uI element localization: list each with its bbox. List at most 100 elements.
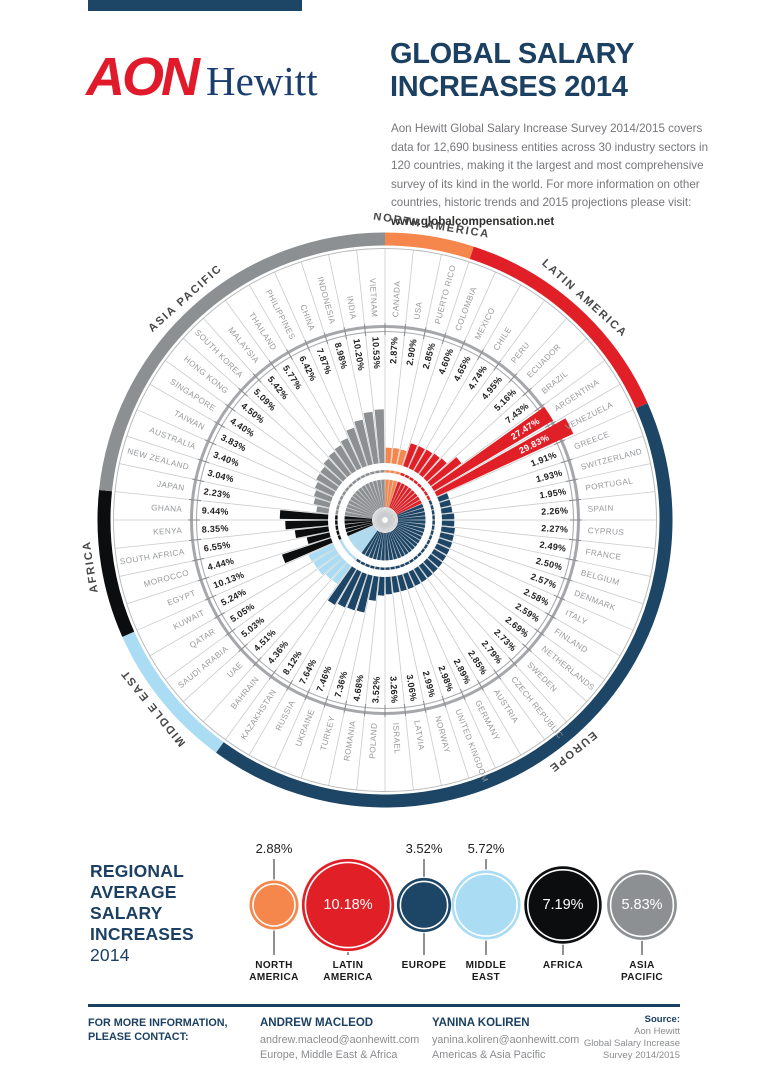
- region-arc-europe: [216, 403, 673, 808]
- region-bubble-label: EUROPE: [402, 960, 447, 971]
- region-arc-latin-america: [469, 246, 648, 409]
- intro-link-url[interactable]: www.globalcompensation.net: [391, 214, 555, 228]
- country-bar: [308, 525, 374, 562]
- country-bar: [392, 453, 440, 511]
- wheel-spoke: [274, 271, 385, 518]
- page-title-line1: GLOBAL SALARY: [390, 38, 635, 70]
- country-label: JAPAN: [156, 479, 185, 492]
- country-bar: [332, 529, 378, 585]
- wheel-ring-tick: [304, 688, 311, 701]
- country-label: AUSTRALIA: [148, 425, 197, 451]
- region-bubble-label: AMERICA: [249, 972, 298, 983]
- regional-heading-line: REGIONAL: [90, 861, 184, 881]
- country-value: 5.24%: [219, 587, 248, 608]
- wheel-ring-tick: [560, 576, 573, 582]
- wheel-ring-tick: [286, 679, 293, 691]
- footer-divider: [88, 1004, 680, 1007]
- country-value: 3.26%: [388, 676, 399, 704]
- region-arc-label: AFRICA: [81, 539, 101, 593]
- wheel-spoke: [165, 521, 383, 680]
- wheel-ring-tick: [568, 498, 581, 502]
- country-label: UAE: [226, 660, 245, 679]
- wheel-ring-tick: [441, 332, 447, 345]
- source-label: Source:: [644, 1014, 680, 1025]
- country-bar: [316, 473, 375, 514]
- region-bubble: [607, 870, 677, 940]
- country-label: INDIA: [345, 295, 358, 320]
- contact-email[interactable]: yanina.koliren@aonhewitt.com: [432, 1034, 580, 1046]
- source-note: Source: Aon Hewitt Global Salary Increas…: [584, 1014, 680, 1062]
- page-title-line2: INCREASES 2014: [390, 71, 628, 103]
- country-value: 4.40%: [228, 416, 256, 439]
- wheel-spoke: [300, 261, 385, 518]
- wheel-ring-tick: [304, 339, 311, 352]
- country-label: NORWAY: [433, 715, 452, 754]
- wheel-ring-tick: [214, 421, 226, 428]
- wheel-spoke: [182, 338, 384, 519]
- region-bubble-inner-ring: [609, 872, 675, 938]
- country-bar: [325, 528, 377, 580]
- country-value: 1.91%: [529, 450, 558, 469]
- country-bar: [313, 526, 375, 569]
- region-bubble-value: 5.72%: [468, 841, 505, 856]
- wheel-ring-tick: [508, 657, 518, 667]
- country-label: PORTUGAL: [585, 476, 634, 492]
- wheel-spoke: [387, 491, 656, 521]
- wheel-ring-tick: [286, 349, 293, 361]
- regional-heading-line: AVERAGE: [90, 882, 177, 902]
- wheel-spoke: [203, 521, 384, 723]
- wheel-spoke: [356, 522, 386, 791]
- country-bar: [318, 527, 376, 575]
- country-label: ISRAEL: [391, 722, 402, 754]
- source-line: Survey 2014/2015: [602, 1050, 680, 1061]
- region-bubble-value: 3.52%: [406, 841, 443, 856]
- country-label: ITALY: [564, 608, 589, 627]
- country-value: 2.89%: [452, 657, 473, 686]
- wheel-spoke: [203, 317, 384, 519]
- wheel-spoke: [387, 521, 605, 680]
- country-label: RUSSIA: [274, 699, 297, 733]
- country-label: POLAND: [368, 722, 379, 758]
- wheel-spoke: [386, 300, 545, 518]
- country-label: VENEZUELA: [564, 400, 615, 432]
- country-bar: [354, 419, 383, 508]
- country-value: 2.58%: [522, 587, 551, 608]
- source-line: Global Salary Increase: [583, 1038, 680, 1049]
- region-bubble-inner-ring: [526, 868, 599, 942]
- country-value: 10.53%: [370, 336, 382, 369]
- wheel-spoke: [149, 521, 383, 657]
- country-bar: [279, 510, 373, 520]
- aon-logo-text: AON: [86, 47, 200, 107]
- country-value: 2.85%: [466, 649, 489, 677]
- country-bar: [323, 458, 377, 512]
- country-bar: [391, 449, 433, 510]
- country-value: 3.52%: [370, 676, 381, 704]
- country-value: 7.46%: [315, 664, 334, 693]
- country-value: 3.40%: [212, 450, 241, 469]
- footer-contact-heading: FOR MORE INFORMATION, PLEASE CONTACT:: [88, 1016, 228, 1044]
- wheel-ring-tick: [197, 576, 210, 582]
- country-label: TURKEY: [319, 715, 337, 752]
- country-label: KENYA: [153, 526, 183, 537]
- region-bubble: [451, 870, 521, 940]
- wheel-spoke: [386, 338, 588, 519]
- country-label: VIETNAM: [368, 278, 379, 318]
- wheel-spoke: [385, 261, 470, 518]
- contact-email[interactable]: andrew.macleod@aonhewitt.com: [260, 1034, 420, 1046]
- country-label: QATAR: [188, 627, 217, 650]
- regional-heading-year: 2014: [90, 945, 130, 965]
- wheel-spoke: [356, 249, 386, 518]
- country-value: 1.95%: [539, 486, 567, 500]
- country-label: BELGIUM: [580, 568, 621, 587]
- country-label: COLOMBIA: [454, 285, 479, 332]
- wheel-ring-tick: [544, 421, 556, 428]
- top-accent-bar: [88, 0, 302, 11]
- country-value: 4.65%: [452, 354, 473, 383]
- country-label: GHANA: [151, 503, 183, 514]
- wheel-ring-tick: [197, 458, 210, 464]
- wheel-ring-tick: [343, 700, 348, 713]
- wheel-spoke: [248, 284, 384, 518]
- region-bubble-label: LATIN: [333, 960, 364, 971]
- country-label: ROMANIA: [342, 720, 357, 762]
- region-bubble-label: PACIFIC: [621, 972, 663, 983]
